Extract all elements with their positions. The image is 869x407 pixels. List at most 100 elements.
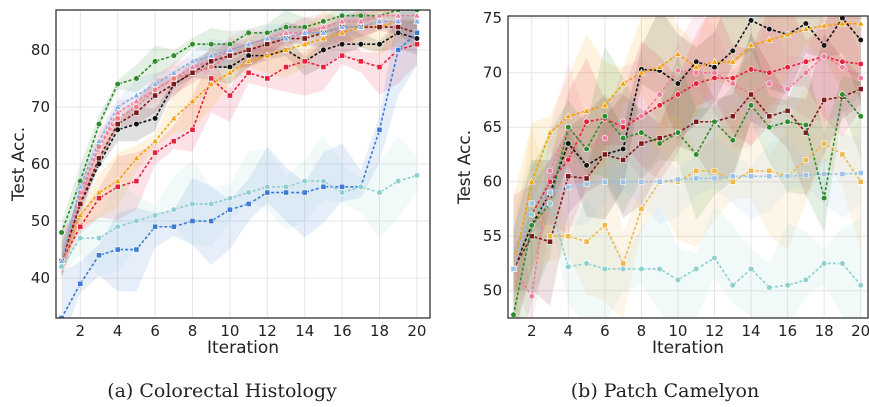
data-point <box>376 41 383 48</box>
panel-caption: (b) Patch Camelyon <box>571 380 759 402</box>
data-point <box>638 140 645 147</box>
data-point <box>857 36 864 44</box>
data-point <box>619 79 627 87</box>
series-line <box>512 88 861 270</box>
data-point <box>376 24 383 31</box>
data-point <box>620 157 627 163</box>
data-point <box>583 162 590 169</box>
data-point <box>802 129 809 136</box>
data-point <box>357 183 364 190</box>
data-point <box>729 113 736 120</box>
data-point <box>583 145 590 153</box>
data-point <box>766 69 773 76</box>
data-point <box>245 201 252 207</box>
data-point <box>693 69 700 76</box>
series-band <box>513 134 861 293</box>
data-point <box>133 75 140 82</box>
data-point <box>601 151 608 158</box>
data-point <box>132 154 141 161</box>
data-point <box>821 171 828 177</box>
y-tick-label: 55 <box>483 227 502 245</box>
y-tick-label: 65 <box>483 118 502 136</box>
data-point <box>565 140 572 147</box>
data-point <box>226 68 234 76</box>
data-point <box>729 80 736 87</box>
data-point <box>547 189 553 196</box>
y-tick-label: 80 <box>31 41 50 59</box>
data-point <box>620 265 627 273</box>
data-point <box>227 52 233 59</box>
data-point <box>208 63 215 71</box>
data-point <box>656 102 663 109</box>
data-point <box>620 118 627 125</box>
data-point <box>674 80 682 87</box>
data-point <box>620 124 627 131</box>
data-point <box>693 80 700 87</box>
data-point <box>638 129 645 136</box>
data-point <box>189 126 196 133</box>
data-point <box>357 41 364 48</box>
y-tick-label: 75 <box>483 9 502 27</box>
data-point <box>395 47 402 53</box>
y-tick-label: 50 <box>483 282 502 300</box>
data-point <box>784 173 791 180</box>
data-point <box>394 17 402 25</box>
data-point <box>820 21 828 29</box>
data-point <box>601 265 608 273</box>
data-point <box>675 176 681 183</box>
data-point <box>857 60 864 68</box>
y-tick-label: 70 <box>483 64 502 82</box>
data-point <box>207 51 215 59</box>
data-point <box>802 157 809 163</box>
data-point <box>152 86 159 93</box>
data-point <box>546 128 554 136</box>
x-tick-label: 20 <box>407 322 426 340</box>
data-point <box>189 69 196 76</box>
data-point <box>693 175 700 182</box>
data-point <box>226 45 234 53</box>
data-point <box>208 218 215 224</box>
data-point <box>114 115 121 122</box>
data-point <box>264 75 271 82</box>
data-point <box>564 112 573 120</box>
data-point <box>57 256 66 264</box>
data-point <box>547 233 553 240</box>
data-point <box>766 284 773 291</box>
plot-frame <box>55 9 431 319</box>
data-point <box>95 120 103 128</box>
data-point <box>821 260 828 267</box>
data-point <box>170 68 178 76</box>
y-axis-label: Test Acc. <box>455 130 475 205</box>
data-point <box>170 114 178 122</box>
data-point <box>95 235 103 242</box>
x-tick-label: 2 <box>76 322 86 340</box>
data-point <box>133 120 140 128</box>
data-point <box>114 126 121 133</box>
data-point <box>413 172 421 179</box>
data-point <box>857 113 864 120</box>
data-point <box>839 260 846 267</box>
data-point <box>301 40 309 47</box>
data-point <box>133 103 140 111</box>
tick-labels: 2 4 6 8 10 12 14 16 18 20 40 50 60 70 80 <box>31 41 427 340</box>
data-point <box>839 151 846 158</box>
data-point <box>601 101 609 109</box>
data-point <box>357 23 365 30</box>
data-point <box>320 64 327 70</box>
data-point <box>582 106 591 114</box>
data-point <box>319 28 328 36</box>
data-point <box>839 91 846 98</box>
data-point <box>838 19 847 27</box>
data-point <box>283 64 289 70</box>
data-point <box>655 63 664 70</box>
data-point <box>674 91 682 98</box>
data-point <box>729 57 737 65</box>
data-point <box>339 52 346 59</box>
data-point <box>857 86 864 92</box>
series-band <box>513 33 861 306</box>
data-point <box>319 34 328 42</box>
data-point <box>802 172 809 179</box>
confidence-bands <box>61 10 417 318</box>
data-point <box>747 265 755 273</box>
